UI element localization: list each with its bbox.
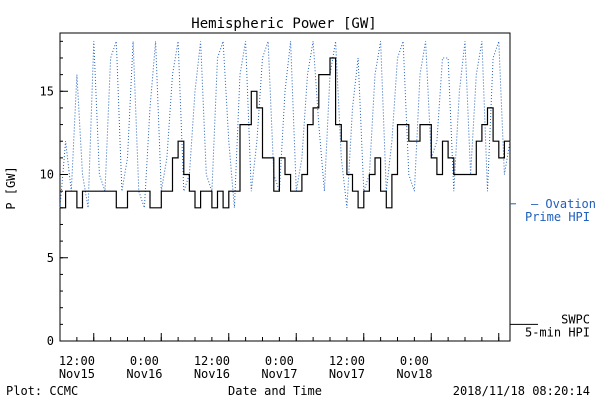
plot-credit: Plot: CCMC	[6, 384, 78, 398]
y-tick-label: 5	[47, 251, 54, 265]
x-tick-label: 12:00	[59, 354, 95, 368]
chart-title: Hemispheric Power [GW]	[191, 16, 376, 32]
x-tick-sublabel: Nov16	[126, 367, 162, 381]
x-tick-label: 0:00	[130, 354, 159, 368]
y-tick-label: 10	[40, 168, 54, 182]
series-layer	[59, 41, 511, 209]
ovation-prime-series-line	[59, 41, 511, 208]
plot-frame	[59, 32, 511, 342]
ovation-legend-label-2: Prime HPI	[525, 210, 590, 224]
x-tick-label: 0:00	[400, 354, 429, 368]
x-axis-label: Date and Time	[228, 384, 322, 398]
ovation-legend-label: — Ovation	[531, 197, 596, 211]
x-tick-sublabel: Nov17	[329, 367, 365, 381]
plot-timestamp: 2018/11/18 08:20:14	[453, 384, 590, 398]
x-tick-label: 12:00	[194, 354, 230, 368]
x-tick-sublabel: Nov15	[59, 367, 95, 381]
x-tick-sublabel: Nov16	[194, 367, 230, 381]
swpc-legend-label: SWPC	[561, 312, 590, 326]
plot-border	[59, 32, 511, 342]
x-tick-sublabel: Nov17	[261, 367, 297, 381]
axis-layer: 05101512:00Nov150:00Nov1612:00Nov160:00N…	[40, 40, 500, 381]
x-tick-label: 12:00	[329, 354, 365, 368]
y-axis-label: P [GW]	[4, 166, 18, 209]
x-tick-sublabel: Nov18	[396, 367, 432, 381]
y-tick-label: 0	[47, 334, 54, 348]
swpc-series-line	[60, 57, 510, 209]
x-tick-label: 0:00	[265, 354, 294, 368]
y-tick-label: 15	[40, 84, 54, 98]
swpc-legend-label-2: 5-min HPI	[525, 325, 590, 339]
